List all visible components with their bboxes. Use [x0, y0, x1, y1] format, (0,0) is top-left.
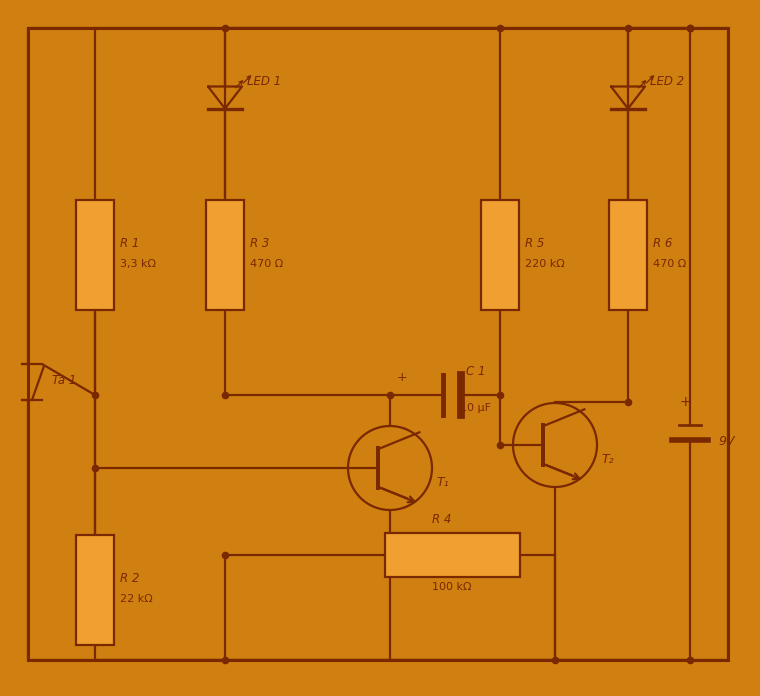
Bar	[76, 535, 114, 645]
Text: C 1: C 1	[466, 365, 486, 378]
Text: LED 2: LED 2	[650, 75, 684, 88]
Text: R 4: R 4	[432, 513, 451, 526]
Text: 470 Ω: 470 Ω	[250, 259, 283, 269]
Text: R 6: R 6	[653, 237, 673, 250]
Text: 22 kΩ: 22 kΩ	[120, 594, 153, 604]
Bar	[206, 200, 244, 310]
Text: T₁: T₁	[436, 476, 448, 489]
Bar	[609, 200, 647, 310]
Text: Ta 1: Ta 1	[52, 374, 76, 387]
Text: R 5: R 5	[525, 237, 544, 250]
Text: 9V: 9V	[718, 435, 734, 448]
Text: 10 μF: 10 μF	[460, 403, 491, 413]
Text: +: +	[679, 395, 691, 409]
Text: 220 kΩ: 220 kΩ	[525, 259, 565, 269]
Text: LED 1: LED 1	[247, 75, 281, 88]
Text: T₂: T₂	[601, 453, 613, 466]
Text: R 2: R 2	[120, 572, 139, 585]
Text: R 1: R 1	[120, 237, 139, 250]
Bar	[76, 200, 114, 310]
Text: 470 Ω: 470 Ω	[653, 259, 686, 269]
Text: 100 kΩ: 100 kΩ	[432, 582, 471, 592]
Text: R 3: R 3	[250, 237, 269, 250]
Bar	[481, 200, 519, 310]
Text: +: +	[397, 371, 407, 384]
Bar	[385, 533, 520, 577]
Text: 3,3 kΩ: 3,3 kΩ	[120, 259, 156, 269]
